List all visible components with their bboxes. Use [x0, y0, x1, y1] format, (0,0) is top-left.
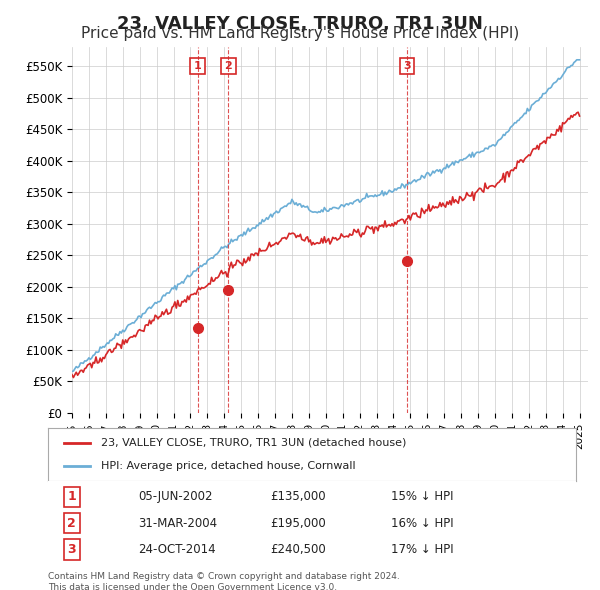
Text: £195,000: £195,000 — [270, 517, 326, 530]
Text: 1: 1 — [67, 490, 76, 503]
Text: 16% ↓ HPI: 16% ↓ HPI — [391, 517, 454, 530]
Text: 05-JUN-2002: 05-JUN-2002 — [138, 490, 212, 503]
Text: £240,500: £240,500 — [270, 543, 326, 556]
Text: 24-OCT-2014: 24-OCT-2014 — [138, 543, 215, 556]
Text: 2: 2 — [67, 517, 76, 530]
Text: 1: 1 — [194, 61, 202, 71]
Text: Contains HM Land Registry data © Crown copyright and database right 2024.
This d: Contains HM Land Registry data © Crown c… — [48, 572, 400, 590]
Text: 31-MAR-2004: 31-MAR-2004 — [138, 517, 217, 530]
Text: £135,000: £135,000 — [270, 490, 325, 503]
Text: 15% ↓ HPI: 15% ↓ HPI — [391, 490, 454, 503]
Text: HPI: Average price, detached house, Cornwall: HPI: Average price, detached house, Corn… — [101, 461, 355, 471]
Text: 17% ↓ HPI: 17% ↓ HPI — [391, 543, 454, 556]
Text: 2: 2 — [224, 61, 232, 71]
Text: 23, VALLEY CLOSE, TRURO, TR1 3UN (detached house): 23, VALLEY CLOSE, TRURO, TR1 3UN (detach… — [101, 438, 406, 448]
Text: 23, VALLEY CLOSE, TRURO, TR1 3UN: 23, VALLEY CLOSE, TRURO, TR1 3UN — [117, 15, 483, 33]
Text: 3: 3 — [403, 61, 411, 71]
Text: 3: 3 — [67, 543, 76, 556]
Text: Price paid vs. HM Land Registry's House Price Index (HPI): Price paid vs. HM Land Registry's House … — [81, 26, 519, 41]
